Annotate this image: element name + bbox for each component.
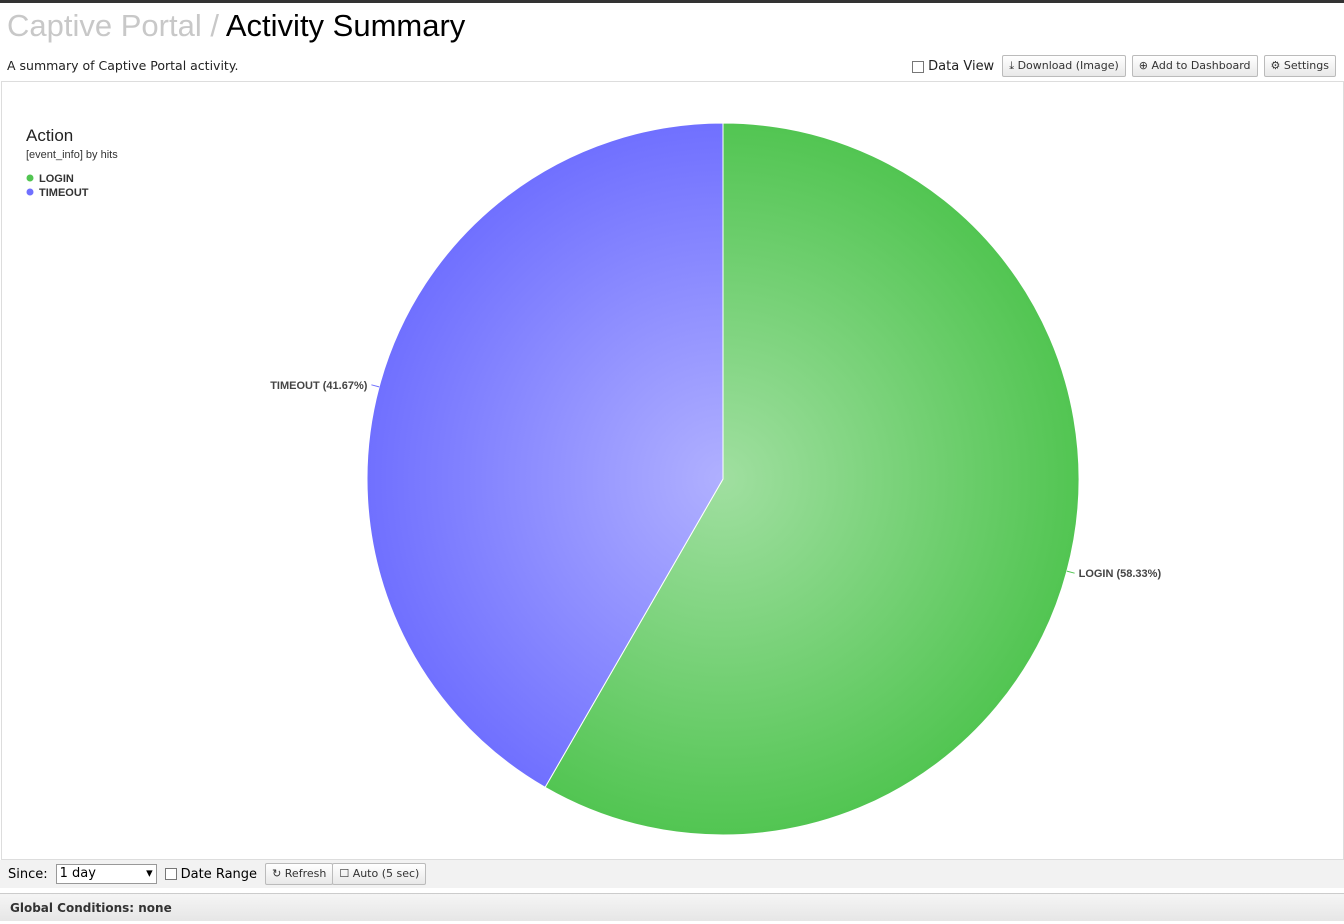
slice-label: LOGIN (58.33%) (1079, 568, 1162, 580)
since-label: Since: (8, 866, 48, 882)
slice-label: TIMEOUT (41.67%) (270, 380, 368, 392)
top-bar (0, 0, 1344, 3)
chart-subtitle: [event_info] by hits (26, 149, 118, 161)
legend-swatch (26, 188, 34, 196)
download-label: Download (Image) (1017, 59, 1119, 72)
legend-label: TIMEOUT (39, 187, 89, 199)
label-connector (1066, 570, 1075, 574)
refresh-label: Refresh (284, 867, 327, 880)
description: A summary of Captive Portal activity. (7, 58, 239, 73)
settings-button[interactable]: ⚙ Settings (1263, 55, 1336, 77)
separator: / (210, 8, 219, 43)
chart-title: Action (26, 126, 73, 145)
header: Captive Portal / Activity Summary (7, 8, 465, 44)
since-select[interactable]: 1 day (55, 864, 157, 884)
add-dashboard-label: Add to Dashboard (1151, 59, 1251, 72)
data-view-toggle[interactable]: Data View (912, 59, 996, 74)
chart-panel: Action [event_info] by hits LOGIN (58.33… (1, 81, 1344, 860)
legend-label: LOGIN (39, 173, 74, 185)
data-view-label: Data View (928, 58, 995, 74)
breadcrumb[interactable]: Captive Portal (7, 8, 202, 43)
settings-label: Settings (1283, 59, 1329, 72)
date-range-label: Date Range (180, 866, 258, 882)
legend-swatch (26, 174, 34, 182)
date-range-toggle[interactable]: Date Range (164, 866, 258, 882)
chart: Action [event_info] by hits LOGIN (58.33… (26, 122, 1162, 836)
download-button[interactable]: ⤓ Download (Image) (1002, 55, 1126, 77)
pie-slice (366, 122, 724, 789)
toolbar: Data View ⤓ Download (Image) ⊕ Add to Da… (912, 55, 1336, 77)
page-title: Activity Summary (225, 8, 466, 43)
footer-bar: Since: 1 day Date Range ↻ Refresh ☐ Auto… (0, 860, 1344, 888)
add-dashboard-button[interactable]: ⊕ Add to Dashboard (1131, 55, 1258, 77)
auto-label: Auto (5 sec) (352, 867, 420, 880)
since-value: 1 day (59, 866, 96, 881)
pie-slice (544, 122, 1080, 836)
auto-button[interactable]: ☐ Auto (5 sec) (332, 863, 427, 885)
global-conditions[interactable]: Global Conditions: none (0, 893, 1344, 921)
label-connector (371, 384, 380, 388)
refresh-button[interactable]: ↻ Refresh (265, 863, 334, 885)
